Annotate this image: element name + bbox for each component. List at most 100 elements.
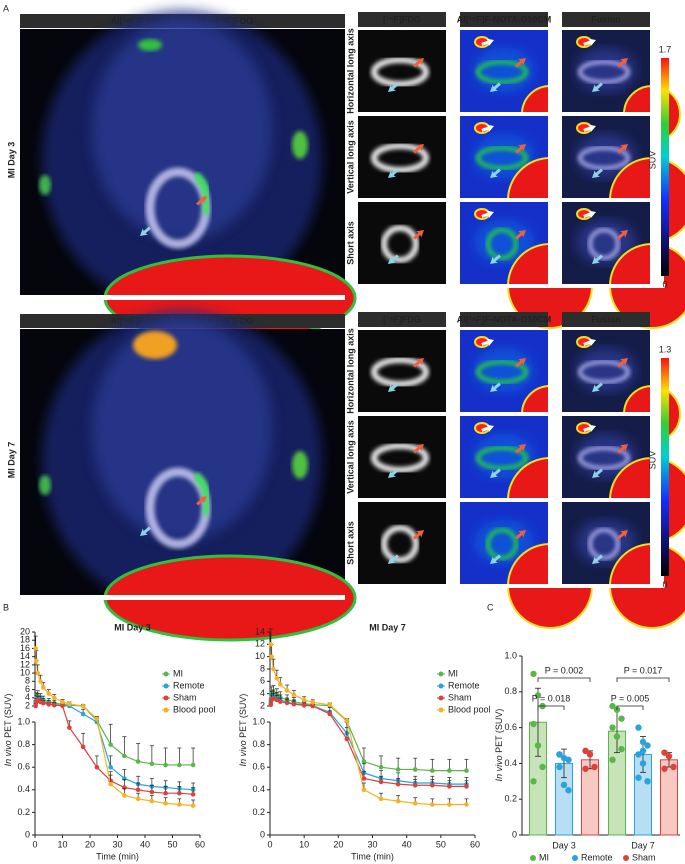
spot [292, 451, 308, 479]
y-tick-label: 14 [255, 626, 265, 636]
y-tick-label: 0.2 [17, 807, 30, 817]
arrow-shape [490, 82, 501, 92]
data-point [582, 747, 589, 755]
data-point [665, 753, 673, 760]
legend-marker [623, 855, 629, 861]
legend-label: MI [173, 668, 183, 678]
y-axis-label: In vivo PET (SUV) [494, 709, 504, 782]
arrow-shape [413, 230, 424, 240]
data-point [661, 749, 668, 756]
arrow-shape [481, 338, 494, 347]
x-tick-label: 0 [267, 839, 272, 849]
view-label: Horizontal long axis [345, 28, 355, 114]
image-bg [358, 502, 446, 584]
body-glow [92, 320, 272, 540]
data-point [67, 701, 72, 707]
arrow-shape [617, 530, 628, 540]
column-header: Al[¹⁸F]F-NOTA-D10CM [457, 14, 552, 24]
data-point [644, 742, 651, 749]
y-tick-label: 8 [260, 663, 265, 673]
arrow [481, 124, 494, 133]
clip-r [548, 501, 562, 587]
data-point [284, 700, 290, 706]
y-tick-label: 0 [512, 829, 517, 839]
x-tick-label: 60 [195, 839, 205, 849]
y-tick-label: 14 [20, 651, 30, 661]
arrow-shape [515, 230, 526, 240]
arrow-shape [592, 82, 603, 92]
row-label: MI Day 7 [6, 442, 16, 479]
overview-image [20, 310, 357, 642]
arrow-shape [515, 530, 526, 540]
data-point [163, 762, 168, 768]
arrow [515, 144, 526, 154]
crop [20, 295, 345, 300]
arrow-shape [388, 554, 399, 564]
y-tick-label: 10 [20, 667, 30, 677]
y-tick-label: 0 [25, 829, 30, 839]
data-point [344, 718, 350, 723]
arrow-shape [490, 168, 501, 178]
data-point [190, 792, 196, 797]
crop [20, 595, 345, 600]
data-point [539, 763, 546, 771]
arrow [515, 530, 526, 540]
arrow [617, 444, 628, 454]
y-tick-label: 0 [260, 829, 265, 839]
data-point [609, 702, 616, 710]
spot [39, 175, 51, 195]
view-label: Short axis [345, 521, 355, 565]
data-point [609, 756, 616, 764]
clip-b [561, 584, 665, 588]
y-tick-label: 12 [20, 659, 30, 669]
arrow [617, 230, 628, 240]
clip-r [548, 29, 562, 115]
y-tick-label: 0.6 [504, 722, 517, 732]
data-point [378, 796, 384, 802]
myocardium [371, 357, 429, 387]
arrow [592, 382, 603, 392]
data-point [60, 699, 65, 705]
ring [486, 228, 518, 260]
data-point [310, 703, 316, 709]
significance-bracket [537, 705, 565, 710]
chart-title: MI Day 3 [114, 622, 151, 632]
x-tick-label: 10 [57, 839, 67, 849]
ring [578, 360, 630, 384]
data-point [277, 699, 283, 704]
y-tick-label: 0.8 [17, 739, 30, 749]
x-tick-label: 60 [470, 839, 480, 849]
data-point [639, 738, 647, 746]
arrow-shape [388, 468, 399, 478]
data-point [33, 703, 38, 709]
significance-bracket [616, 705, 644, 710]
slice-image [358, 30, 446, 112]
arrow-shape [490, 554, 501, 564]
data-point [644, 778, 651, 785]
data-point [534, 742, 542, 749]
arrow-shape [481, 210, 494, 219]
arrow-shape [583, 210, 596, 219]
arrow-shape [196, 496, 207, 506]
ring [476, 360, 528, 384]
data-point [635, 724, 642, 731]
arrow-shape [515, 358, 526, 368]
data-point [291, 701, 297, 707]
arrow [490, 468, 501, 478]
data-point [327, 702, 333, 708]
data-point [277, 682, 283, 687]
data-point [108, 764, 113, 770]
y-axis-label-italic: In vivo [238, 740, 248, 766]
arrow-shape [583, 38, 596, 47]
y-tick-label: 4 [260, 688, 265, 698]
series-line [35, 696, 194, 791]
x-tick-label: 0 [32, 839, 37, 849]
data-point [80, 711, 86, 717]
data-point [429, 768, 435, 773]
arrow-shape [413, 358, 424, 368]
data-point [67, 725, 72, 730]
arrow-shape [388, 168, 399, 178]
clip-r [650, 329, 664, 415]
arrow-shape [490, 382, 501, 392]
